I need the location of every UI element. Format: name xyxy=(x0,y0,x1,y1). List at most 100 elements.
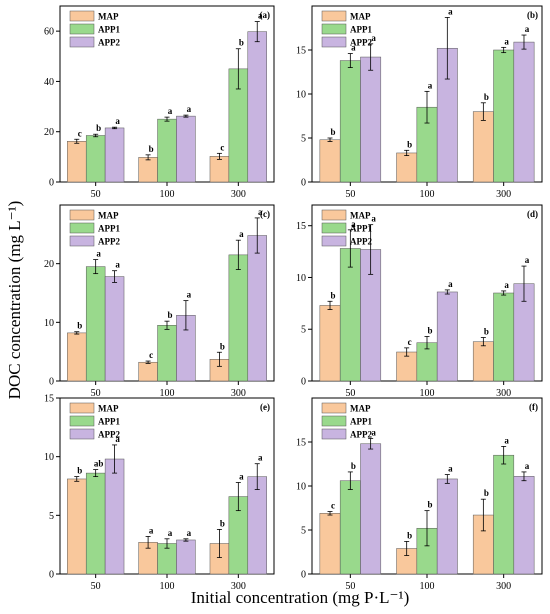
bar xyxy=(319,139,341,183)
significance-letter: a xyxy=(525,461,530,471)
significance-letter: b xyxy=(407,530,412,540)
significance-letter: c xyxy=(331,501,335,511)
bar xyxy=(157,325,177,382)
y-tick-label: 5 xyxy=(49,511,54,522)
legend-label: APP1 xyxy=(350,417,372,427)
x-tick-label: 50 xyxy=(91,189,101,200)
significance-letter: b xyxy=(427,500,432,510)
legend-swatch xyxy=(69,23,95,35)
legend-label: MAP xyxy=(98,12,119,22)
significance-letter: a xyxy=(115,116,120,126)
x-tick-label: 300 xyxy=(231,388,246,399)
x-tick-label: 300 xyxy=(231,581,246,592)
bar xyxy=(339,60,361,183)
legend-label: MAP xyxy=(350,211,371,221)
y-tick-label: 15 xyxy=(296,46,306,57)
bar xyxy=(67,478,87,575)
significance-letter: a xyxy=(258,453,263,463)
legend-label: APP1 xyxy=(98,25,120,35)
panel-label: (b) xyxy=(527,10,538,20)
significance-letter: a xyxy=(448,464,453,474)
bar xyxy=(157,118,177,183)
y-tick-label: 15 xyxy=(44,394,54,405)
significance-letter: a xyxy=(258,207,263,217)
significance-letter: a xyxy=(448,6,453,16)
significance-letter: a xyxy=(115,260,120,270)
legend-label: MAP xyxy=(350,404,371,414)
significance-letter: a xyxy=(168,528,173,538)
panel-label: (f) xyxy=(529,402,538,412)
bar xyxy=(176,539,196,575)
significance-letter: b xyxy=(331,290,336,300)
bar xyxy=(436,291,458,382)
panel-label: (c) xyxy=(260,209,270,219)
panel-label: (e) xyxy=(260,402,270,412)
y-tick-label: 0 xyxy=(49,178,54,189)
significance-letter: a xyxy=(371,214,376,224)
y-tick-label: 0 xyxy=(301,178,306,189)
legend-swatch xyxy=(321,222,347,234)
y-tick-label: 20 xyxy=(44,259,54,270)
significance-letter: c xyxy=(78,128,82,138)
y-tick-label: 0 xyxy=(301,377,306,388)
bar xyxy=(85,472,106,575)
significance-letter: a xyxy=(504,435,509,445)
chart-panel: 0 5 10 15 50 b a a 100 b a a 300 b a a MAP APP1 APP2 (b) xyxy=(296,5,543,200)
bar xyxy=(104,127,125,183)
significance-letter: c xyxy=(220,142,224,152)
significance-letter: c xyxy=(149,350,153,360)
legend-label: APP2 xyxy=(98,237,120,247)
chart-panel: 0 20 40 60 50 c b a 100 b a a 300 c b a MAP APP1 APP2 (a) xyxy=(44,5,275,200)
significance-letter: b xyxy=(149,144,154,154)
panel-label: (a) xyxy=(260,10,271,20)
significance-letter: a xyxy=(187,528,192,538)
significance-letter: b xyxy=(96,123,101,133)
bar xyxy=(247,31,267,183)
bar xyxy=(209,156,230,183)
y-tick-label: 10 xyxy=(44,452,54,463)
x-tick-label: 300 xyxy=(496,581,511,592)
bar xyxy=(67,332,87,382)
significance-letter: b xyxy=(484,92,489,102)
significance-letter: b xyxy=(484,327,489,337)
bar xyxy=(247,235,267,382)
significance-letter: a xyxy=(239,229,244,239)
legend-swatch xyxy=(69,415,95,427)
significance-letter: b xyxy=(220,341,225,351)
legend-label: MAP xyxy=(350,12,371,22)
significance-letter: a xyxy=(504,36,509,46)
bar xyxy=(319,513,341,575)
significance-letter: a xyxy=(115,434,120,444)
significance-letter: b xyxy=(239,38,244,48)
legend-label: MAP xyxy=(98,404,119,414)
bar xyxy=(396,152,418,183)
x-tick-label: 100 xyxy=(420,388,435,399)
bar xyxy=(138,361,158,382)
bar xyxy=(339,248,361,382)
significance-letter: a xyxy=(96,249,101,259)
legend-swatch xyxy=(69,235,95,247)
legend-swatch xyxy=(321,36,347,48)
y-tick-label: 40 xyxy=(44,77,54,88)
y-tick-label: 10 xyxy=(296,273,306,284)
significance-letter: ab xyxy=(94,459,104,469)
y-tick-label: 15 xyxy=(296,221,306,232)
significance-letter: a xyxy=(187,104,192,114)
bar xyxy=(138,157,158,183)
x-tick-label: 50 xyxy=(345,189,355,200)
x-tick-label: 100 xyxy=(160,189,175,200)
legend-label: APP1 xyxy=(98,224,120,234)
bar xyxy=(493,49,515,183)
legend-swatch xyxy=(321,10,347,22)
legend-swatch xyxy=(69,402,95,414)
significance-letter: a xyxy=(351,219,356,229)
x-tick-label: 50 xyxy=(345,581,355,592)
y-tick-label: 5 xyxy=(301,325,306,336)
y-tick-label: 10 xyxy=(44,318,54,329)
bar xyxy=(228,254,249,382)
significance-letter: b xyxy=(427,325,432,335)
significance-letter: a xyxy=(239,471,244,481)
bar xyxy=(513,476,535,575)
